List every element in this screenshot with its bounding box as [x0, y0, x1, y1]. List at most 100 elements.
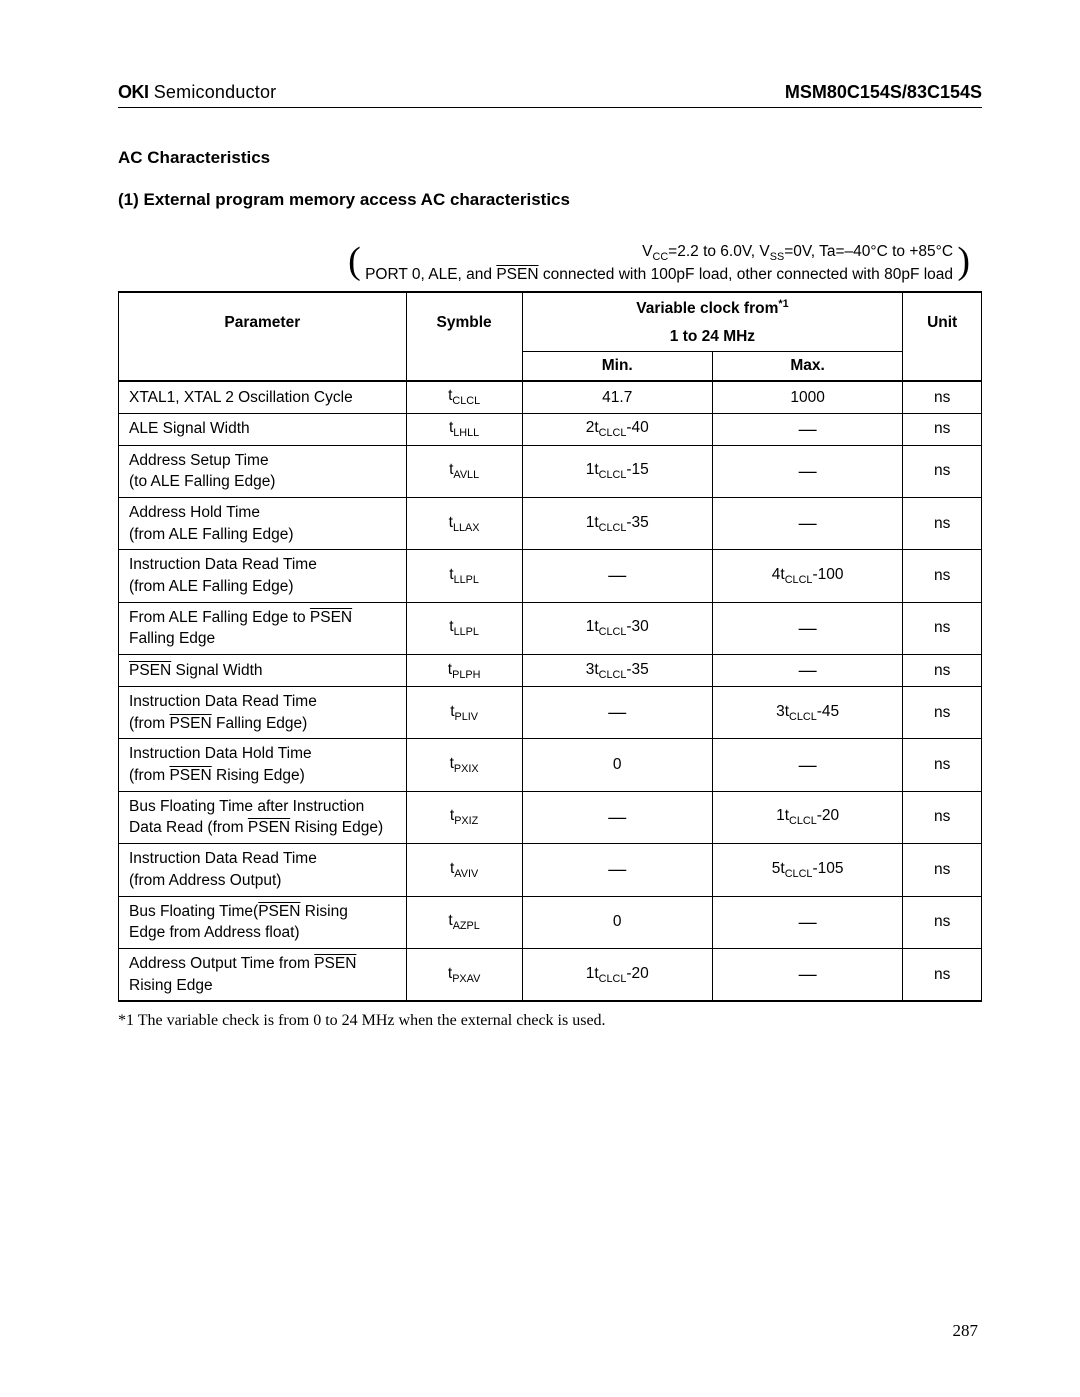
table-row: Address Output Time from PSENRising Edge… — [119, 948, 982, 1001]
cell-parameter: Instruction Data Hold Time(from PSEN Ris… — [119, 739, 407, 791]
cell-max: — — [712, 655, 902, 687]
table-row: Bus Floating Time(PSEN RisingEdge from A… — [119, 896, 982, 948]
cell-unit: ns — [903, 896, 982, 948]
cell-min: — — [522, 687, 712, 739]
table-row: Instruction Data Read Time(from ALE Fall… — [119, 550, 982, 602]
cond-l1-ss: SS — [770, 251, 784, 263]
cell-symbol: tAVLL — [406, 445, 522, 497]
table-row: XTAL1, XTAL 2 Oscillation CycletCLCL41.7… — [119, 381, 982, 413]
cell-symbol: tAVIV — [406, 844, 522, 896]
cell-max: — — [712, 896, 902, 948]
conditions: ( VCC=2.2 to 6.0V, VSS=0V, Ta=–40°C to +… — [118, 238, 982, 289]
cond-l1-b: =2.2 to 6.0V, V — [668, 243, 770, 260]
cell-symbol: tPXIX — [406, 739, 522, 791]
table-row: From ALE Falling Edge to PSENFalling Edg… — [119, 602, 982, 654]
cell-min: 1tCLCL-35 — [522, 497, 712, 549]
cell-min: 0 — [522, 896, 712, 948]
hdr-parameter: Parameter — [119, 292, 407, 352]
brand-bold: OKI — [118, 82, 149, 102]
cell-parameter: PSEN Signal Width — [119, 655, 407, 687]
cell-unit: ns — [903, 497, 982, 549]
cell-parameter: Instruction Data Read Time(from ALE Fall… — [119, 550, 407, 602]
cell-max: — — [712, 413, 902, 445]
table-row: ALE Signal WidthtLHLL2tCLCL-40—ns — [119, 413, 982, 445]
page: OKI Semiconductor MSM80C154S/83C154S AC … — [0, 0, 1080, 1397]
hdr-blank-unit — [903, 352, 982, 382]
footnote: *1 The variable check is from 0 to 24 MH… — [118, 1012, 982, 1030]
cell-max: 4tCLCL-100 — [712, 550, 902, 602]
cell-max: — — [712, 497, 902, 549]
cell-min: 1tCLCL-20 — [522, 948, 712, 1001]
cell-unit: ns — [903, 550, 982, 602]
cell-parameter: Address Output Time from PSENRising Edge — [119, 948, 407, 1001]
cell-max: — — [712, 445, 902, 497]
cell-unit: ns — [903, 844, 982, 896]
hdr-symbol: Symble — [406, 292, 522, 352]
cell-symbol: tLHLL — [406, 413, 522, 445]
cell-unit: ns — [903, 602, 982, 654]
cell-parameter: Instruction Data Read Time(from Address … — [119, 844, 407, 896]
table-row: PSEN Signal WidthtPLPH3tCLCL-35—ns — [119, 655, 982, 687]
cell-symbol: tPLIV — [406, 687, 522, 739]
hdr-varclock-l1: Variable clock from*1 — [522, 292, 903, 323]
cell-unit: ns — [903, 655, 982, 687]
cell-parameter: XTAL1, XTAL 2 Oscillation Cycle — [119, 381, 407, 413]
cell-min: 1tCLCL-15 — [522, 445, 712, 497]
table-row: Instruction Data Read Time(from Address … — [119, 844, 982, 896]
hdr-max: Max. — [712, 352, 902, 382]
cell-symbol: tPXIZ — [406, 791, 522, 843]
hdr-min: Min. — [522, 352, 712, 382]
paren-close-icon: ) — [957, 236, 970, 287]
table-row: Instruction Data Read Time(from PSEN Fal… — [119, 687, 982, 739]
brand-light: Semiconductor — [149, 82, 277, 102]
hdr-blank-param — [119, 352, 407, 382]
page-header: OKI Semiconductor MSM80C154S/83C154S — [118, 82, 982, 108]
brand: OKI Semiconductor — [118, 82, 276, 103]
hdr-unit: Unit — [903, 292, 982, 352]
cell-parameter: Address Hold Time(from ALE Falling Edge) — [119, 497, 407, 549]
hdr-varclock-l2: 1 to 24 MHz — [522, 323, 903, 352]
conditions-text: VCC=2.2 to 6.0V, VSS=0V, Ta=–40°C to +85… — [365, 242, 953, 286]
cell-min: — — [522, 791, 712, 843]
cell-unit: ns — [903, 791, 982, 843]
cell-unit: ns — [903, 381, 982, 413]
cond-l1-cc: CC — [653, 251, 669, 263]
table-row: Address Setup Time(to ALE Falling Edge)t… — [119, 445, 982, 497]
cell-unit: ns — [903, 948, 982, 1001]
cond-l2-b: connected with 100pF load, other connect… — [539, 266, 953, 283]
table-row: Instruction Data Hold Time(from PSEN Ris… — [119, 739, 982, 791]
cell-min: 41.7 — [522, 381, 712, 413]
part-number: MSM80C154S/83C154S — [785, 82, 982, 103]
cell-max: 3tCLCL-45 — [712, 687, 902, 739]
cell-symbol: tPXAV — [406, 948, 522, 1001]
table-row: Address Hold Time(from ALE Falling Edge)… — [119, 497, 982, 549]
cell-min: 1tCLCL-30 — [522, 602, 712, 654]
cond-l2-a: PORT 0, ALE, and — [365, 266, 496, 283]
cell-max: — — [712, 602, 902, 654]
cond-l2-psen: PSEN — [496, 266, 538, 283]
cell-symbol: tCLCL — [406, 381, 522, 413]
table-row: Bus Floating Time after InstructionData … — [119, 791, 982, 843]
cell-max: 1000 — [712, 381, 902, 413]
cell-unit: ns — [903, 739, 982, 791]
cell-unit: ns — [903, 687, 982, 739]
cell-parameter: Address Setup Time(to ALE Falling Edge) — [119, 445, 407, 497]
hdr-blank-sym — [406, 352, 522, 382]
cell-min: 0 — [522, 739, 712, 791]
spec-table-body: XTAL1, XTAL 2 Oscillation CycletCLCL41.7… — [119, 381, 982, 1001]
cell-min: 2tCLCL-40 — [522, 413, 712, 445]
cell-unit: ns — [903, 413, 982, 445]
paren-open-icon: ( — [348, 236, 361, 287]
cell-parameter: ALE Signal Width — [119, 413, 407, 445]
cell-min: 3tCLCL-35 — [522, 655, 712, 687]
cell-parameter: From ALE Falling Edge to PSENFalling Edg… — [119, 602, 407, 654]
cond-l1-c: =0V, Ta=–40°C to +85°C — [784, 243, 953, 260]
subsection-title: (1) External program memory access AC ch… — [118, 190, 982, 210]
cell-symbol: tLLPL — [406, 550, 522, 602]
spec-table: Parameter Symble Variable clock from*1 U… — [118, 291, 982, 1002]
cell-parameter: Bus Floating Time after InstructionData … — [119, 791, 407, 843]
page-number: 287 — [953, 1321, 979, 1341]
cell-symbol: tLLAX — [406, 497, 522, 549]
cell-symbol: tPLPH — [406, 655, 522, 687]
cell-symbol: tAZPL — [406, 896, 522, 948]
